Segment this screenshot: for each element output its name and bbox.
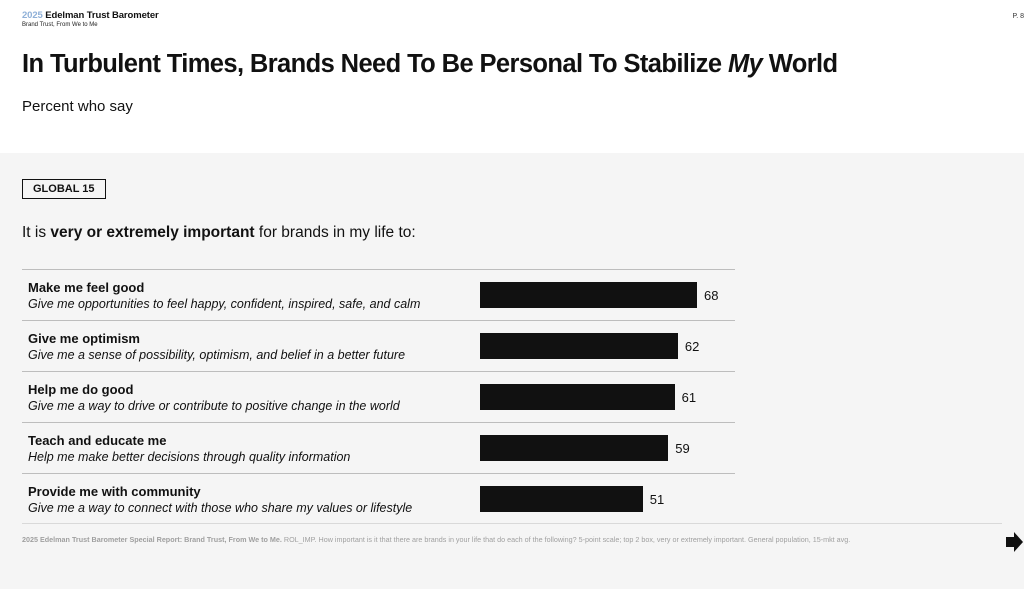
lead-bold: very or extremely important [50,224,255,241]
category-description: Give me opportunities to feel happy, con… [28,297,421,311]
footer-divider [22,523,1002,524]
brand-name: Edelman Trust Barometer [45,10,159,21]
chart-row: Teach and educate me Help me make better … [22,422,735,474]
brand-logo: 2025 Edelman Trust Barometer Brand Trust… [22,10,159,29]
title-part2: World [762,50,838,78]
page-subtitle: Percent who say [22,98,133,115]
content-panel: GLOBAL 15 It is very or extremely import… [0,153,1024,589]
category-label: Teach and educate me [28,433,167,448]
brand-tagline: Brand Trust, From We to Me [22,22,98,28]
lead-prefix: It is [22,224,51,241]
chart-row: Provide me with community Give me a way t… [22,473,735,525]
chart-lead: It is very or extremely important for br… [22,224,416,242]
bar-value-label: 62 [684,339,700,354]
bar-value-label: 51 [649,492,665,507]
category-label: Provide me with community [28,484,201,499]
chart-row: Help me do good Give me a way to drive or… [22,371,735,423]
lead-suffix: for brands in my life to: [254,224,416,241]
category-description: Give me a way to connect with those who … [28,501,413,515]
source-text: ROL_IMP. How important is it that there … [281,535,851,544]
bar-value-label: 68 [704,288,719,303]
page-title: In Turbulent Times, Brands Need To Be Pe… [22,50,838,79]
category-label: Give me optimism [28,331,140,346]
source-bold: 2025 Edelman Trust Barometer Special Rep… [22,535,282,544]
title-part1: In Turbulent Times, Brands Need To Be Pe… [22,50,728,78]
bar-value-label: 61 [681,390,697,405]
region-badge: GLOBAL 15 [22,179,106,199]
category-label: Help me do good [28,382,134,397]
chart-row: Make me feel good Give me opportunities t… [22,269,735,321]
source-footnote: 2025 Edelman Trust Barometer Special Rep… [22,535,850,544]
bar-value-label: 59 [675,441,690,456]
page-number: P. 8 [1012,13,1024,20]
bar [480,333,678,359]
bar [480,282,697,308]
title-emphasis: My [728,50,763,78]
category-description: Help me make better decisions through qu… [28,450,351,464]
bar [480,384,675,410]
bar [480,486,643,512]
category-label: Make me feel good [28,280,145,295]
category-description: Give me a way to drive or contribute to … [28,399,400,413]
brand-year: 2025 [22,10,43,21]
page-header: 2025 Edelman Trust Barometer Brand Trust… [0,0,1024,153]
category-description: Give me a sense of possibility, optimism… [28,348,406,362]
bar [480,435,669,461]
chart-row: Give me optimism Give me a sense of possi… [22,320,735,372]
arrow-right-icon[interactable] [1004,531,1024,553]
bar-chart: Make me feel good Give me opportunities t… [22,269,782,524]
